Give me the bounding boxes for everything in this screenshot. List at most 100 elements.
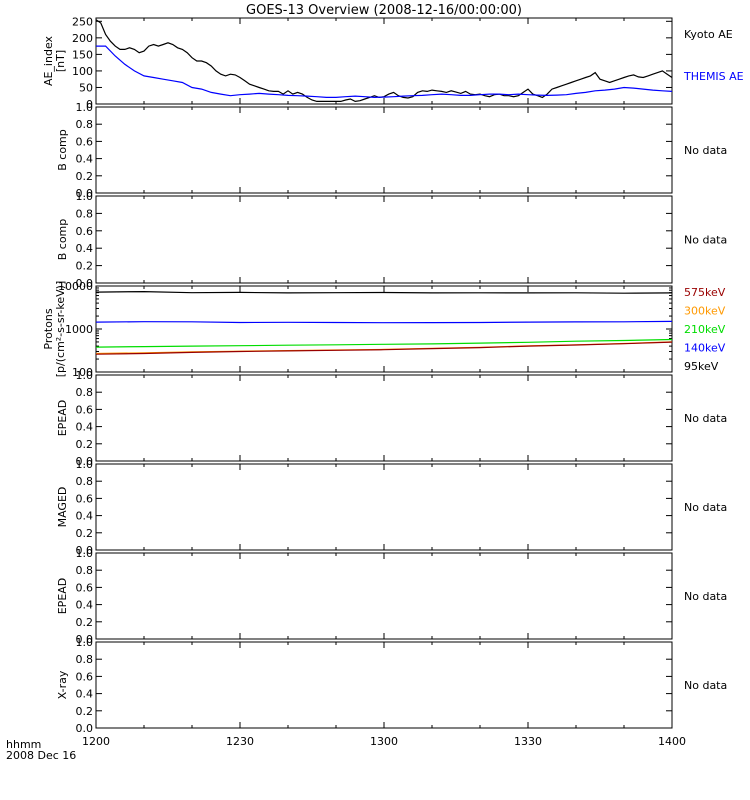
panel-mag2: 0.0 0.2 0.4 0.6 0.8 1.0 B comp No data: [56, 190, 727, 290]
legend-label: 210keV: [684, 323, 726, 336]
y-tick-label: 0.2: [76, 705, 94, 718]
legend-label: Kyoto AE: [684, 28, 733, 41]
x-tick-label: 1230: [226, 735, 254, 748]
y-tick-label: 0.8: [76, 118, 94, 131]
y-tick-label: 100: [72, 366, 93, 379]
x-tick-label: 1300: [370, 735, 398, 748]
no-data-label: No data: [684, 679, 727, 692]
y-tick-label: 0.0: [76, 455, 94, 468]
series-line-95kev: [96, 290, 672, 294]
panel-epead2: 0.0 0.2 0.4 0.6 0.8 1.0 EPEAD No data: [56, 547, 727, 646]
y-tick-label: 150: [72, 48, 93, 61]
y-tick-label: 0.0: [76, 187, 94, 200]
panel-frame: [95, 463, 673, 551]
y-tick-label: 0.2: [76, 260, 94, 273]
legend-label: 140keV: [684, 342, 726, 355]
y-tick-label: 1.0: [76, 458, 94, 471]
y-tick-label: 0.6: [76, 225, 94, 238]
panel-ae: 0 50 100 150 200 250 AE_index [nT] Kyoto AE THEMI…: [42, 15, 744, 111]
y-tick-label: 0.0: [76, 633, 94, 646]
y-tick-label: 10000: [58, 280, 93, 293]
series-line-575kev: [96, 341, 672, 355]
x-tick-label: 1200: [82, 735, 110, 748]
y-axis-label: EPEAD: [56, 400, 69, 437]
y-tick-label: 200: [72, 32, 93, 45]
panel-frame: [95, 374, 673, 462]
y-tick-label: 0.8: [76, 564, 94, 577]
no-data-label: No data: [684, 590, 727, 603]
y-tick-label: 0: [86, 98, 93, 111]
y-tick-label: 250: [72, 15, 93, 28]
panel-stack: 0 50 100 150 200 250 AE_index [nT] Kyoto AE THEMI…: [42, 15, 744, 748]
y-axis-label: [p/(cm²-s-sr-keV)]: [54, 281, 67, 378]
y-tick-label: 0.8: [76, 386, 94, 399]
panel-frame: [95, 641, 673, 729]
y-axis-label: Protons: [42, 308, 55, 349]
panel-mag1: 0.0 0.2 0.4 0.6 0.8 1.0 B comp No data: [56, 101, 727, 200]
time-axis-format-label: hhmm: [6, 738, 41, 751]
y-tick-label: 0.0: [76, 722, 94, 735]
series-line-140kev: [96, 320, 672, 324]
y-tick-label: 1.0: [76, 547, 94, 560]
legend-label: 300keV: [684, 305, 726, 318]
y-tick-label: 0.4: [76, 421, 94, 434]
y-tick-label: 1.0: [76, 636, 94, 649]
no-data-label: No data: [684, 234, 727, 247]
y-tick-label: 0.8: [76, 207, 94, 220]
panel-xray: 0.0 0.2 0.4 0.6 0.8 1.0 X-ray No data: [56, 636, 727, 735]
y-tick-label: 0.4: [76, 242, 94, 255]
no-data-label: No data: [684, 144, 727, 157]
panel-frame: [95, 552, 673, 640]
y-tick-label: 0.4: [76, 153, 94, 166]
y-tick-label: 0.0: [76, 277, 94, 290]
y-tick-label: 0.4: [76, 599, 94, 612]
time-axis-date-label: 2008 Dec 16: [6, 749, 76, 762]
plot-title: GOES-13 Overview (2008-12-16/00:00:00): [246, 3, 522, 18]
panel-frame: [95, 285, 673, 373]
no-data-label: No data: [684, 412, 727, 425]
y-tick-label: 0.2: [76, 616, 94, 629]
panel-frame: [95, 195, 673, 284]
panel-maged: 0.0 0.2 0.4 0.6 0.8 1.0 MAGED No data: [56, 458, 727, 557]
series-line-kyoto-ae: [96, 19, 672, 103]
series-line-300kev: [96, 341, 672, 355]
y-axis-label: [nT]: [54, 50, 67, 72]
panel-protons: 100 1000 10000 Protons [p/(cm²-s-sr-keV)] 575…: [42, 280, 726, 379]
legend-label: THEMIS AE: [683, 70, 744, 83]
y-tick-label: 1.0: [76, 369, 94, 382]
y-axis-label: B comp: [56, 129, 69, 171]
y-tick-label: 1000: [65, 323, 93, 336]
panel-frame: [95, 17, 673, 105]
y-tick-label: 50: [79, 81, 93, 94]
no-data-label: No data: [684, 501, 727, 514]
y-tick-label: 0.4: [76, 688, 94, 701]
y-tick-label: 0.2: [76, 527, 94, 540]
y-axis-label: X-ray: [56, 670, 69, 699]
y-tick-label: 0.6: [76, 492, 94, 505]
series-line-themis-ae: [96, 45, 672, 99]
legend-label: 575keV: [684, 286, 726, 299]
y-tick-label: 0.2: [76, 170, 94, 183]
y-axis-label: EPEAD: [56, 578, 69, 615]
y-tick-label: 1.0: [76, 101, 94, 114]
y-tick-label: 0.6: [76, 403, 94, 416]
y-axis-label: AE_index: [42, 35, 55, 86]
panel-frame: [95, 106, 673, 194]
y-tick-label: 0.8: [76, 475, 94, 488]
panel-epead1: 0.0 0.2 0.4 0.6 0.8 1.0 EPEAD No data: [56, 369, 727, 468]
y-tick-label: 0.6: [76, 135, 94, 148]
y-tick-label: 0.6: [76, 581, 94, 594]
legend-label: 95keV: [684, 360, 719, 373]
y-axis-label: MAGED: [56, 487, 69, 528]
y-axis-label: B comp: [56, 219, 69, 261]
y-tick-label: 0.2: [76, 438, 94, 451]
y-tick-label: 0.8: [76, 653, 94, 666]
y-tick-label: 0.6: [76, 670, 94, 683]
x-tick-label: 1330: [514, 735, 542, 748]
y-tick-label: 100: [72, 65, 93, 78]
y-tick-label: 1.0: [76, 190, 94, 203]
y-tick-label: 0.0: [76, 544, 94, 557]
x-tick-label: 1400: [658, 735, 686, 748]
y-tick-label: 0.4: [76, 510, 94, 523]
